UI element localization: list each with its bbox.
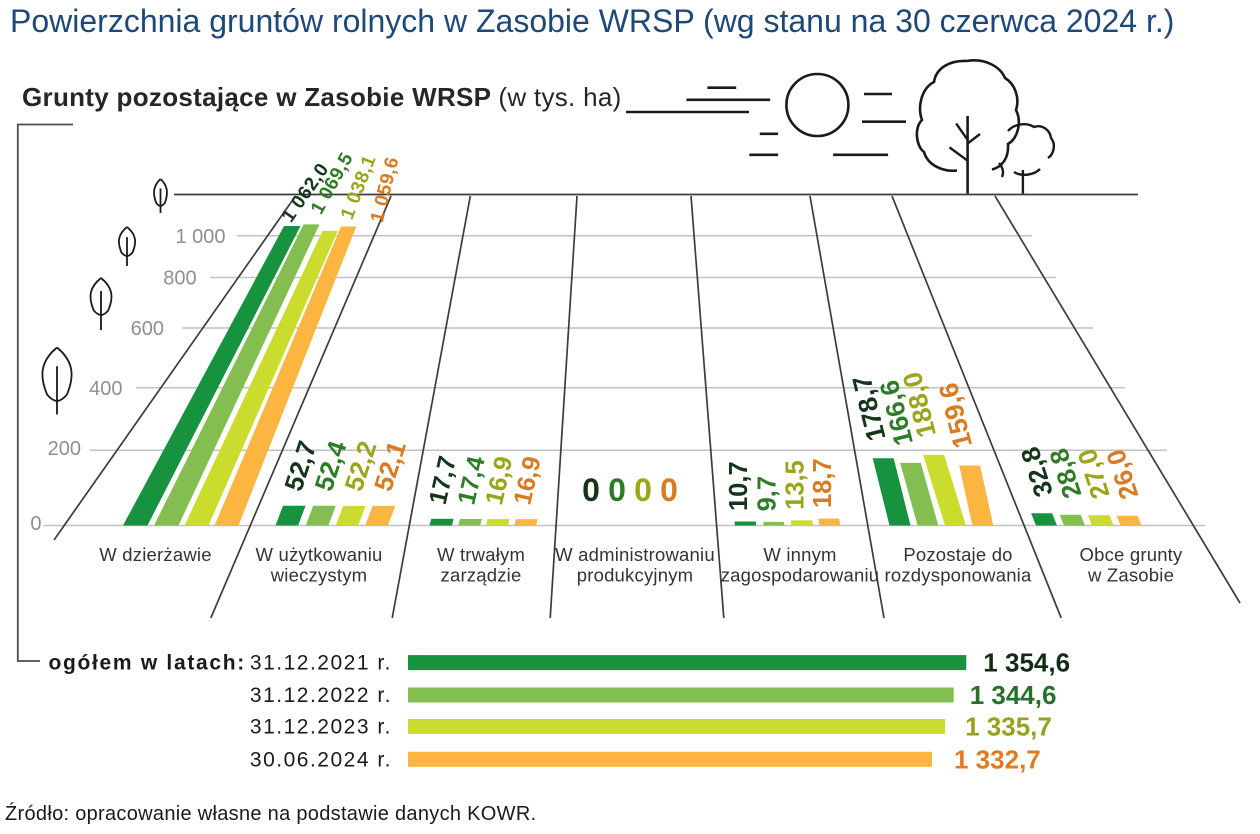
svg-text:1 000: 1 000 — [175, 226, 225, 248]
svg-text:Grunty pozostające w Zasobie W: Grunty pozostające w Zasobie WRSP (w tys… — [22, 82, 622, 112]
svg-text:W trwałym: W trwałym — [437, 544, 525, 565]
svg-text:400: 400 — [89, 378, 122, 400]
svg-text:Źródło: opracowanie własne na: Źródło: opracowanie własne na podstawie … — [5, 802, 536, 825]
svg-text:zarządzie: zarządzie — [441, 565, 522, 586]
svg-text:31.12.2023 r.: 31.12.2023 r. — [250, 715, 392, 738]
svg-text:200: 200 — [48, 438, 81, 460]
svg-text:1 344,6: 1 344,6 — [970, 680, 1057, 710]
svg-text:9,7: 9,7 — [754, 476, 782, 511]
svg-text:W administrowaniu: W administrowaniu — [555, 544, 715, 565]
svg-text:zagospodarowaniu: zagospodarowaniu — [721, 565, 880, 586]
svg-text:18,7: 18,7 — [809, 458, 837, 508]
svg-text:W użytkowaniu: W użytkowaniu — [255, 544, 382, 565]
svg-text:10,7: 10,7 — [725, 461, 753, 511]
svg-text:0: 0 — [608, 472, 626, 508]
svg-text:159,6: 159,6 — [933, 380, 978, 452]
svg-text:30.06.2024 r.: 30.06.2024 r. — [250, 748, 392, 771]
svg-text:0: 0 — [634, 472, 652, 508]
svg-text:Powierzchnia gruntów rolnych w: Powierzchnia gruntów rolnych w Zasobie W… — [10, 3, 1174, 39]
svg-text:0: 0 — [582, 472, 600, 508]
svg-text:W innym: W innym — [763, 544, 836, 565]
svg-text:600: 600 — [131, 318, 164, 340]
svg-text:1 332,7: 1 332,7 — [954, 744, 1041, 774]
svg-text:rozdysponowania: rozdysponowania — [885, 565, 1032, 586]
svg-text:31.12.2021 r.: 31.12.2021 r. — [250, 652, 392, 675]
svg-text:w Zasobie: w Zasobie — [1087, 565, 1174, 586]
svg-text:31.12.2022 r.: 31.12.2022 r. — [250, 684, 392, 707]
svg-text:0: 0 — [660, 472, 678, 508]
svg-text:Pozostaje do: Pozostaje do — [903, 544, 1012, 565]
svg-text:produkcyjnym: produkcyjnym — [577, 565, 694, 586]
svg-text:wieczystym: wieczystym — [270, 565, 368, 586]
svg-text:13,5: 13,5 — [781, 460, 809, 510]
svg-text:1 354,6: 1 354,6 — [983, 648, 1070, 678]
svg-text:W dzierżawie: W dzierżawie — [99, 544, 211, 565]
svg-text:Obce grunty: Obce grunty — [1080, 544, 1184, 565]
svg-text:ogółem w latach:: ogółem w latach: — [48, 652, 246, 675]
svg-text:0: 0 — [30, 513, 41, 535]
svg-text:800: 800 — [163, 268, 196, 290]
svg-text:1 335,7: 1 335,7 — [965, 711, 1052, 741]
